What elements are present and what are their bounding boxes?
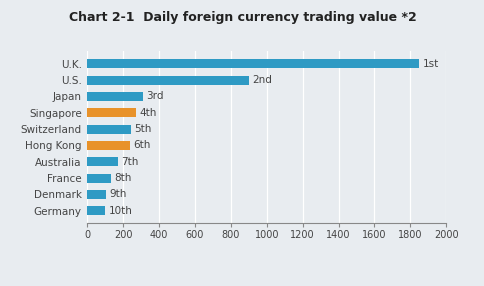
- Bar: [87, 76, 248, 85]
- Text: 5th: 5th: [134, 124, 151, 134]
- Bar: [87, 59, 418, 68]
- Text: 10th: 10th: [108, 206, 132, 216]
- Bar: [87, 92, 143, 101]
- Text: 6th: 6th: [133, 140, 151, 150]
- Bar: [87, 125, 131, 134]
- Text: 8th: 8th: [114, 173, 131, 183]
- Text: Chart 2-1  Daily foreign currency trading value *2: Chart 2-1 Daily foreign currency trading…: [68, 11, 416, 24]
- Bar: [87, 141, 130, 150]
- Text: 9th: 9th: [109, 189, 126, 199]
- Text: 1st: 1st: [422, 59, 438, 69]
- Text: 7th: 7th: [121, 157, 138, 167]
- Bar: [87, 174, 110, 182]
- Text: 4th: 4th: [139, 108, 156, 118]
- Bar: [87, 190, 106, 199]
- Bar: [87, 108, 136, 117]
- Bar: [87, 157, 118, 166]
- Text: 3rd: 3rd: [146, 92, 163, 102]
- Bar: [87, 206, 105, 215]
- Text: 2nd: 2nd: [252, 75, 272, 85]
